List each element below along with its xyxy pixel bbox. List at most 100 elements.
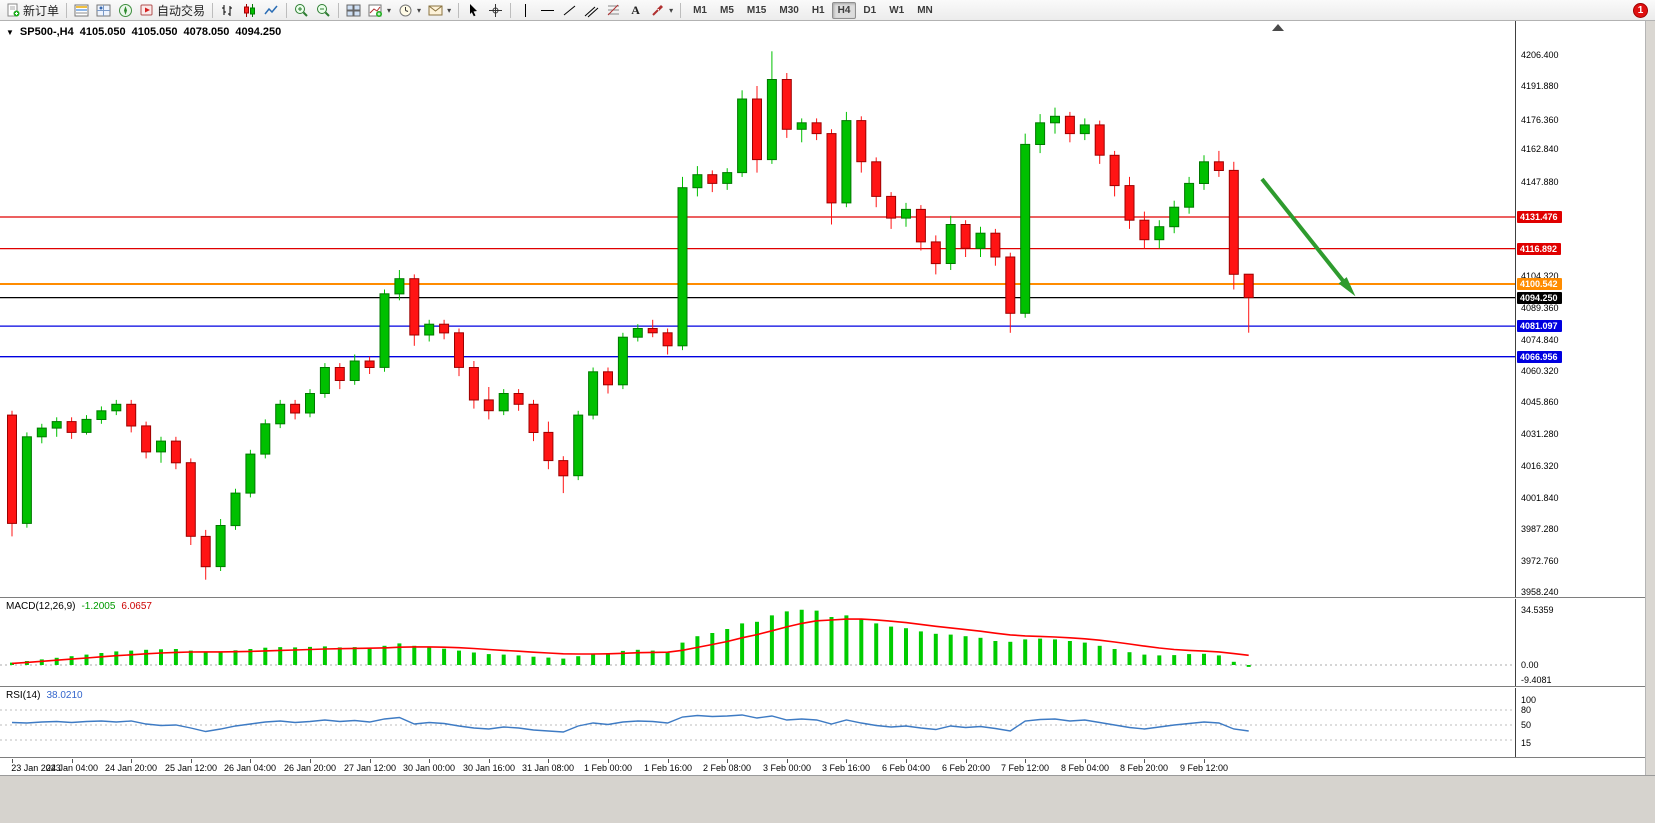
rsi-pane[interactable]: RSI(14) 38.0210 [0,688,1515,757]
tile-windows-button[interactable] [343,1,364,20]
cursor-button[interactable] [463,1,484,20]
chart-title: ▼ SP500-,H4 4105.050 4105.050 4078.050 4… [6,26,281,38]
time-tick [608,759,609,763]
autotrading-icon [140,3,154,17]
price-tick: 3958.240 [1521,587,1559,597]
data-window-icon [96,3,111,18]
rsi-axis-tick: 100 [1521,695,1537,705]
data-window-button[interactable] [93,1,114,20]
trendline-button[interactable] [559,1,580,20]
crosshair-button[interactable] [485,1,506,20]
time-label: 23 Jan 2023 [11,763,61,773]
time-tick [668,759,669,763]
rsi-axis-tick: 15 [1521,738,1532,748]
price-tick: 3987.280 [1521,524,1559,534]
zoom-in-icon [294,3,309,18]
tf-button-H4[interactable]: H4 [831,1,857,19]
new-order-button[interactable]: 新订单 [3,1,62,20]
price-tick: 4074.840 [1521,335,1559,345]
price-tick: 4176.360 [1521,115,1559,125]
bottom-strip [0,775,1655,823]
price-line-label: 4094.250 [1517,292,1562,304]
time-label: 3 Feb 16:00 [821,763,871,773]
zoom-out-button[interactable] [313,1,334,20]
vertical-scrollbar[interactable] [1645,21,1655,775]
timeframe-group: M1 M5 M15 M30 H1 H4 D1 W1 MN [687,1,939,19]
fibonacci-button[interactable] [603,1,624,20]
price-tick: 4016.320 [1521,461,1559,471]
time-axis[interactable]: 23 Jan 2023 24 Jan 04:00 24 Jan 20:00 25 Ja… [0,759,1645,775]
new-order-icon [6,3,20,17]
price-line-label: 4066.956 [1517,351,1562,363]
ohlc-open: 4105.050 [79,26,126,38]
line-chart-icon [264,3,279,18]
time-tick [966,759,967,763]
add-indicator-button[interactable]: ▾ [365,1,394,20]
tf-button-M5[interactable]: M5 [720,4,734,16]
time-label: 7 Feb 12:00 [1000,763,1050,773]
tf-button-M1[interactable]: M1 [693,4,707,16]
toolbar-separator [510,2,512,18]
tf-button-D1[interactable]: D1 [863,4,877,16]
dropdown-caret: ▾ [417,5,422,15]
horizontal-line-icon [540,4,555,17]
bar-chart-button[interactable] [217,1,238,20]
mail-icon [428,3,443,18]
time-tick [1204,759,1205,763]
main-chart-pane[interactable]: ▼ SP500-,H4 4105.050 4105.050 4078.050 4… [0,21,1515,597]
arrows-icon [650,3,665,18]
price-tick: 4045.860 [1521,397,1559,407]
price-tick: 4147.880 [1521,177,1559,187]
line-chart-button[interactable] [261,1,282,20]
equidistant-channel-button[interactable] [581,1,602,20]
arrows-button[interactable]: ▾ [647,1,676,20]
zoom-in-button[interactable] [291,1,312,20]
notification-badge[interactable]: 1 [1633,2,1648,18]
period-button[interactable]: ▾ [395,1,424,20]
ohlc-low: 4078.050 [183,26,230,38]
navigator-button[interactable] [115,1,136,20]
candlestick-chart-icon [242,3,257,18]
main-chart-svg [0,24,1515,580]
bar-chart-icon [220,3,235,18]
tf-button-MN[interactable]: MN [917,4,933,16]
autotrading-label: 自动交易 [157,3,206,18]
chart-shift-marker [1272,24,1284,31]
macd-pane[interactable]: MACD(12,26,9) -1.2005 6.0657 [0,599,1515,686]
mail-button[interactable]: ▾ [425,1,454,20]
panel-divider[interactable] [0,686,1655,688]
time-tick [906,759,907,763]
ohlc-close: 4094.250 [235,26,282,38]
price-axis[interactable]: 4206.400 4191.880 4176.360 4162.840 4147.880… [1515,21,1645,597]
time-label: 8 Feb 20:00 [1119,763,1169,773]
macd-name: MACD(12,26,9) [6,601,76,612]
rsi-axis-tick: 50 [1521,720,1532,730]
macd-axis-tick: 34.5359 [1521,605,1554,615]
time-tick [131,759,132,763]
toolbar: 新订单 自动交易 ▾ ▾ ▾ A ▾ M1 M5 M15 M30 H1 H4 D1 W1 MN … [0,0,1655,21]
dropdown-caret: ▾ [447,5,452,15]
rsi-label: RSI(14) 38.0210 [6,690,83,701]
toolbar-separator [458,2,460,18]
one-click-trading-toggle[interactable]: ▼ [6,27,14,37]
dropdown-caret: ▾ [387,5,392,15]
tf-button-W1[interactable]: W1 [889,4,905,16]
market-watch-button[interactable] [71,1,92,20]
time-label: 26 Jan 20:00 [283,763,337,773]
price-tick: 4001.840 [1521,493,1559,503]
period-icon [398,3,413,18]
market-watch-icon [74,3,89,18]
macd-axis-tick: -9.4081 [1521,675,1552,685]
toolbar-separator [338,2,340,18]
text-button[interactable]: A [625,1,646,20]
vertical-line-button[interactable] [515,1,536,20]
panel-divider[interactable] [0,597,1655,599]
horizontal-line-button[interactable] [537,1,558,20]
tf-button-H1[interactable]: H1 [811,4,825,16]
tf-button-M30[interactable]: M30 [779,4,799,16]
time-label: 8 Feb 04:00 [1060,763,1110,773]
autotrading-button[interactable]: 自动交易 [137,1,208,20]
candlestick-chart-button[interactable] [239,1,260,20]
time-tick [191,759,192,763]
tf-button-M15[interactable]: M15 [746,4,767,16]
